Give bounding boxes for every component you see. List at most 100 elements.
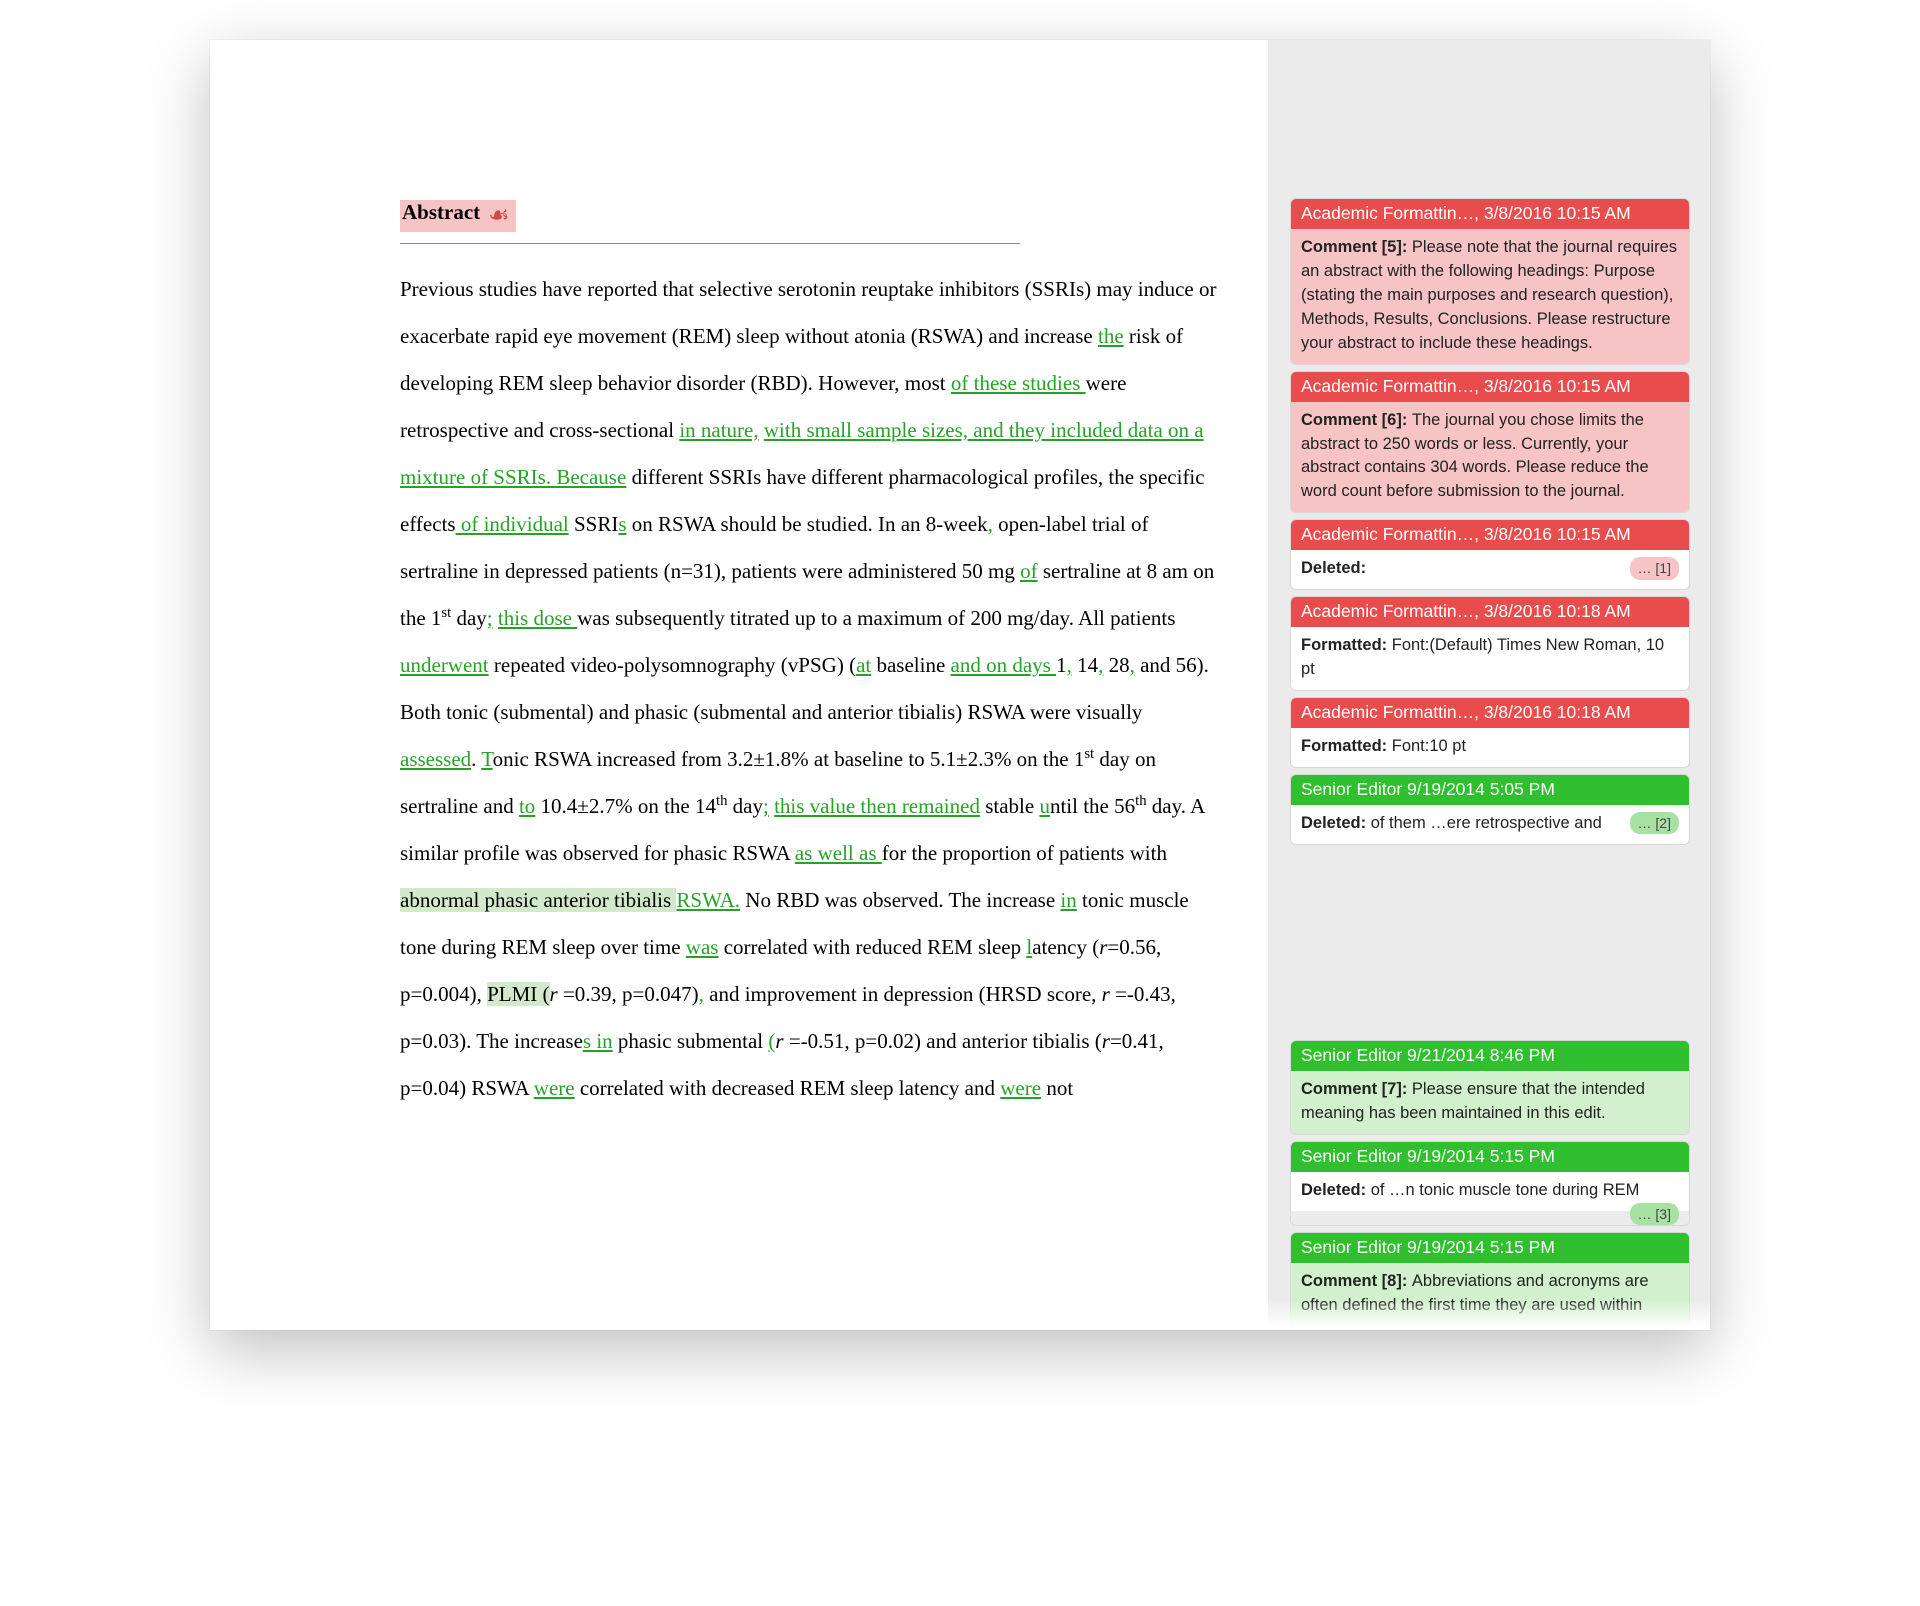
body-text-run: r <box>1102 1029 1110 1053</box>
body-text-run: 14 <box>1072 653 1098 677</box>
body-text-run: st <box>441 605 451 621</box>
body-text-run: and improvement in depression (HRSD scor… <box>704 982 1102 1006</box>
comment-author-timestamp: Senior Editor 9/19/2014 5:15 PM <box>1291 1142 1689 1172</box>
comment-author-timestamp: Academic Formattin…, 3/8/2016 10:18 AM <box>1291 597 1689 627</box>
comment-label: Deleted: <box>1301 1181 1371 1199</box>
bottom-fade <box>210 1300 1710 1330</box>
comments-panel-lower: Senior Editor 9/21/2014 8:46 PM Comment [… <box>1290 1040 1690 1330</box>
inserted-text: u <box>1039 794 1050 818</box>
comment-balloon[interactable]: Academic Formattin…, 3/8/2016 10:18 AMFo… <box>1290 697 1690 768</box>
body-text-run: r <box>550 982 563 1006</box>
body-text-run: =0.39, p=0.047) <box>563 982 699 1006</box>
comment-label: Deleted: <box>1301 814 1371 832</box>
comment-balloon[interactable]: Senior Editor 9/19/2014 5:15 PMDeleted: … <box>1290 1141 1690 1226</box>
inserted-text: as well as <box>795 841 882 865</box>
comment-body: Deleted: of …n tonic muscle tone during … <box>1291 1172 1689 1211</box>
inserted-text: assessed <box>400 747 471 771</box>
body-text-run: 1 <box>1056 653 1067 677</box>
inserted-text: s <box>583 1029 596 1053</box>
comment-label: Comment [7]: <box>1301 1080 1412 1098</box>
comment-author-timestamp: Senior Editor 9/19/2014 5:05 PM <box>1291 775 1689 805</box>
body-text-run: on RSWA should be studied. In an 8-week <box>627 512 988 536</box>
overflow-badge[interactable]: … [2] <box>1630 812 1679 834</box>
comment-balloon[interactable]: Academic Formattin…, 3/8/2016 10:15 AMDe… <box>1290 519 1690 590</box>
body-text-run: was subsequently titrated up to a maximu… <box>577 606 1175 630</box>
overflow-badge[interactable]: … [1] <box>1630 557 1679 579</box>
comment-label: Deleted: <box>1301 559 1366 577</box>
heading-highlight: Abstract ☙ <box>400 200 516 232</box>
overflow-badge[interactable]: … [3] <box>1630 1203 1679 1225</box>
body-text-run: correlated with reduced REM sleep <box>718 935 1026 959</box>
comment-author-timestamp: Academic Formattin…, 3/8/2016 10:15 AM <box>1291 520 1689 550</box>
comment-body: Comment [5]: Please note that the journa… <box>1291 229 1689 364</box>
inserted-text: underwent <box>400 653 489 677</box>
comment-balloon[interactable]: Academic Formattin…, 3/8/2016 10:18 AMFo… <box>1290 596 1690 691</box>
comment-author-timestamp: Academic Formattin…, 3/8/2016 10:15 AM <box>1291 372 1689 402</box>
comment-author-timestamp: Academic Formattin…, 3/8/2016 10:18 AM <box>1291 698 1689 728</box>
comment-label: Comment [8]: <box>1301 1272 1412 1290</box>
inserted-text: at <box>856 653 871 677</box>
body-text-run: SSRI <box>569 512 619 536</box>
body-text-run: onic RSWA increased from 3.2±1.8% at bas… <box>493 747 1085 771</box>
comment-body: Formatted: Font:(Default) Times New Roma… <box>1291 627 1689 690</box>
inserted-text: and on days <box>951 653 1057 677</box>
body-text-run: th <box>1135 793 1146 809</box>
comment-body: Comment [6]: The journal you chose limit… <box>1291 402 1689 513</box>
body-text-run: phasic submental <box>613 1029 769 1053</box>
body-text-run: st <box>1084 746 1094 762</box>
comment-balloon[interactable]: Senior Editor 9/19/2014 5:05 PMDeleted: … <box>1290 774 1690 845</box>
body-text-run: repeated video-polysomnography (vPSG) ( <box>489 653 856 677</box>
inserted-text: were <box>534 1076 575 1100</box>
body-text-run: 28 <box>1103 653 1129 677</box>
inserted-text: ; <box>763 794 769 818</box>
inserted-text: was <box>686 935 719 959</box>
body-text-run: correlated with decreased REM sleep late… <box>575 1076 1001 1100</box>
body-text-run: r <box>775 1029 788 1053</box>
inserted-text: of individual <box>456 512 569 536</box>
inserted-text: ; <box>487 606 493 630</box>
comment-body: Formatted: Font:10 pt <box>1291 728 1689 767</box>
comment-text: Font:10 pt <box>1392 737 1466 755</box>
body-text-run: stable <box>980 794 1039 818</box>
comment-label: Formatted: <box>1301 636 1392 654</box>
body-text-run: day <box>727 794 763 818</box>
inserted-text: to <box>519 794 535 818</box>
inserted-text: s <box>618 512 626 536</box>
inserted-text: in <box>1060 888 1076 912</box>
comment-body: Deleted: … [1] <box>1291 550 1689 589</box>
page-body: Abstract ☙ Previous studies have reporte… <box>210 40 1268 1330</box>
comment-label: Formatted: <box>1301 737 1392 755</box>
inserted-text: T <box>481 747 492 771</box>
comment-text: of them …ere retrospective and <box>1371 814 1602 832</box>
inserted-text: in nature, <box>679 418 758 442</box>
comment-author-timestamp: Senior Editor 9/21/2014 8:46 PM <box>1291 1041 1689 1071</box>
body-text-run: patients were administered 50 mg <box>731 559 1020 583</box>
inserted-text: this dose <box>498 606 577 630</box>
comment-author-timestamp: Senior Editor 9/19/2014 5:15 PM <box>1291 1233 1689 1263</box>
comment-author-timestamp: Academic Formattin…, 3/8/2016 10:15 AM <box>1291 199 1689 229</box>
body-text-run: No RBD was observed. The increase <box>740 888 1060 912</box>
comment-body: Deleted: of them …ere retrospective and …… <box>1291 805 1689 844</box>
comment-label: Comment [5]: <box>1301 238 1412 256</box>
body-text-run: r <box>1102 982 1115 1006</box>
inserted-text: the <box>1098 324 1124 348</box>
comment-label: Comment [6]: <box>1301 411 1412 429</box>
body-text-run: for the proportion of patients with <box>882 841 1167 865</box>
inserted-text: RSWA. <box>676 888 740 912</box>
comment-balloon[interactable]: Academic Formattin…, 3/8/2016 10:15 AMCo… <box>1290 371 1690 514</box>
inserted-text: in <box>596 1029 612 1053</box>
body-text-run: th <box>716 793 727 809</box>
comment-balloon[interactable]: Senior Editor 9/21/2014 8:46 PM Comment [… <box>1290 1040 1690 1135</box>
body-text-run: . <box>471 747 481 771</box>
abstract-body: Previous studies have reported that sele… <box>400 244 1220 1112</box>
abstract-heading: Abstract <box>402 200 480 224</box>
comment-text: of …n tonic muscle tone during REM <box>1371 1181 1640 1199</box>
body-text-run: baseline <box>871 653 950 677</box>
document-stage: Abstract ☙ Previous studies have reporte… <box>210 40 1710 1330</box>
body-text-run: 10.4±2.7% on the 14 <box>535 794 716 818</box>
body-text-run: Previous studies have reported that sele… <box>400 277 1216 348</box>
comment-balloon[interactable]: Academic Formattin…, 3/8/2016 10:15 AMCo… <box>1290 198 1690 365</box>
body-text-run: not <box>1041 1076 1073 1100</box>
body-text-run: ntil the 56 <box>1050 794 1135 818</box>
inserted-text: this value then remained <box>774 794 980 818</box>
